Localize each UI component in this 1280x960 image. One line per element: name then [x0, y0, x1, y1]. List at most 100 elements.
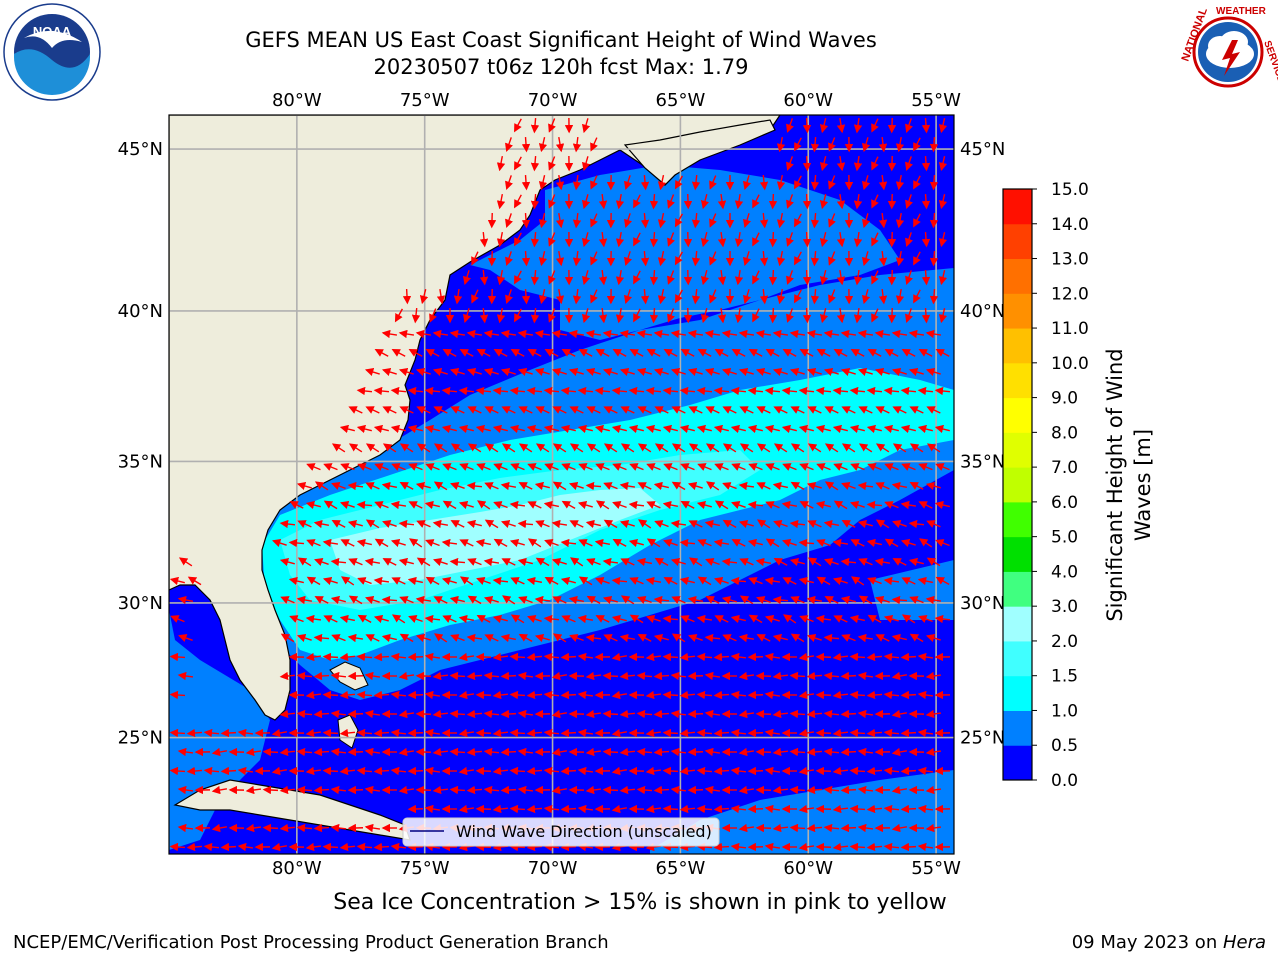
wave-direction-arrow	[867, 463, 882, 471]
wave-direction-arrow	[637, 443, 652, 453]
wave-direction-arrow	[891, 671, 908, 681]
wave-direction-arrow	[476, 577, 491, 585]
wave-direction-arrow	[786, 118, 794, 133]
wave-direction-arrow	[594, 538, 611, 548]
wave-direction-arrow	[799, 615, 814, 623]
wave-direction-arrow	[356, 424, 372, 434]
wave-direction-arrow	[424, 500, 440, 510]
wave-direction-arrow	[356, 690, 373, 700]
wave-direction-arrow	[391, 463, 406, 471]
wave-direction-arrow	[752, 232, 760, 247]
wave-direction-arrow	[713, 538, 730, 548]
wave-direction-arrow	[700, 308, 710, 324]
wave-direction-arrow	[731, 539, 746, 547]
wave-direction-arrow	[646, 538, 661, 548]
wave-direction-arrow	[442, 500, 457, 510]
wave-direction-arrow	[653, 709, 670, 719]
wave-direction-arrow	[450, 520, 465, 528]
wave-direction-arrow	[590, 213, 598, 228]
wave-direction-arrow	[679, 690, 696, 700]
wave-direction-arrow	[654, 406, 669, 414]
wave-direction-arrow	[734, 193, 744, 210]
wave-direction-arrow	[500, 747, 517, 757]
north-america-land	[169, 115, 781, 721]
wave-direction-arrow	[783, 614, 797, 624]
wave-direction-arrow	[373, 728, 390, 738]
wave-direction-arrow	[364, 709, 381, 719]
wave-direction-arrow	[772, 595, 789, 605]
wave-direction-arrow	[548, 308, 556, 323]
wave-direction-arrow	[917, 424, 933, 434]
wave-direction-arrow	[483, 557, 500, 567]
wave-direction-arrow	[433, 558, 448, 566]
wave-direction-arrow	[578, 349, 593, 357]
wave-direction-arrow	[828, 175, 836, 190]
wave-direction-arrow	[535, 406, 550, 414]
wave-direction-arrow	[687, 367, 703, 377]
wave-direction-arrow	[908, 329, 925, 339]
colorbar-segment	[1003, 223, 1032, 260]
wave-direction-arrow	[306, 576, 321, 586]
wave-direction-arrow	[802, 155, 812, 172]
wave-direction-arrow	[925, 595, 942, 605]
lon-label-bottom: 60°W	[783, 858, 833, 879]
run-machine: Hera	[1222, 932, 1266, 953]
wave-direction-arrow	[534, 367, 550, 377]
wave-direction-arrow	[479, 231, 489, 248]
wave-direction-arrow	[891, 595, 908, 605]
wave-direction-arrow	[900, 500, 917, 510]
wave-direction-arrow	[493, 538, 508, 548]
wave-direction-arrow	[220, 766, 237, 776]
wave-direction-arrow	[611, 690, 628, 700]
wave-direction-arrow	[919, 538, 933, 548]
wave-direction-arrow	[828, 251, 836, 266]
wave-direction-arrow	[756, 406, 771, 414]
wave-direction-arrow	[521, 174, 531, 191]
wave-direction-arrow	[467, 443, 482, 453]
wave-direction-arrow	[297, 634, 312, 642]
wave-direction-arrow	[662, 690, 679, 700]
wave-direction-arrow	[390, 690, 407, 700]
wave-direction-arrow	[590, 289, 598, 304]
wave-direction-arrow	[731, 501, 746, 509]
wave-direction-arrow	[602, 557, 619, 567]
wave-direction-arrow	[819, 156, 829, 172]
wave-direction-arrow	[849, 842, 866, 852]
wave-direction-arrow	[493, 349, 508, 357]
wave-direction-arrow	[619, 329, 636, 339]
wave-direction-arrow	[646, 501, 661, 509]
wave-direction-arrow	[798, 576, 814, 586]
wave-direction-arrow	[738, 519, 754, 529]
wave-direction-arrow	[667, 194, 675, 209]
wave-direction-arrow	[688, 443, 703, 453]
lon-label-bottom: 55°W	[911, 858, 961, 879]
wave-direction-arrow	[398, 709, 415, 719]
wave-direction-arrow	[374, 463, 389, 471]
wave-direction-arrow	[768, 269, 778, 286]
wave-direction-arrow	[390, 652, 407, 662]
wave-direction-arrow	[934, 614, 951, 624]
wave-direction-arrow	[509, 766, 526, 776]
wave-direction-arrow	[466, 633, 483, 643]
wave-direction-arrow	[620, 595, 635, 605]
wave-direction-arrow	[667, 270, 675, 285]
wave-direction-arrow	[900, 728, 917, 738]
wave-direction-arrow	[739, 595, 754, 605]
wave-direction-arrow	[514, 232, 522, 247]
wave-direction-arrow	[476, 615, 491, 623]
wave-direction-arrow	[815, 500, 831, 510]
wave-direction-arrow	[391, 577, 406, 585]
wave-direction-arrow	[704, 671, 721, 681]
wave-direction-arrow	[538, 251, 548, 267]
wave-direction-arrow	[517, 519, 534, 529]
wave-direction-arrow	[543, 386, 560, 396]
wave-direction-arrow	[646, 615, 661, 623]
lon-label-top: 75°W	[400, 90, 450, 111]
wave-direction-arrow	[861, 251, 871, 267]
wave-direction-arrow	[836, 231, 846, 248]
wave-direction-arrow	[705, 558, 720, 566]
wave-direction-arrow	[858, 558, 873, 566]
wave-direction-arrow	[458, 500, 474, 510]
wave-direction-arrow	[569, 520, 584, 528]
wave-direction-arrow	[662, 500, 679, 510]
